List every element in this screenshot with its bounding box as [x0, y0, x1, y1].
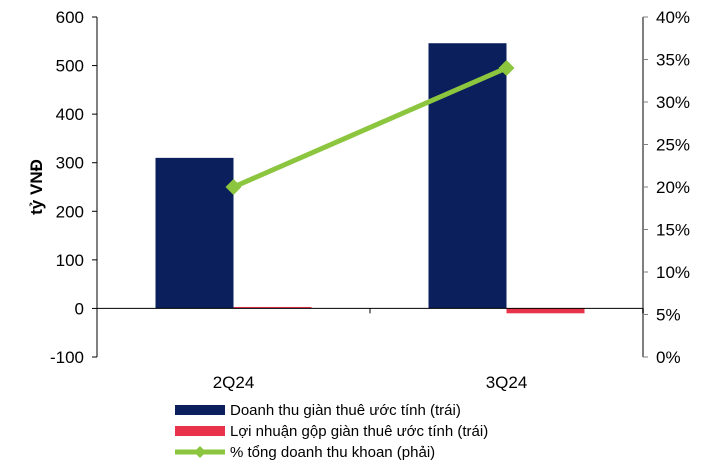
- legend-label-1: Lợi nhuận gộp giàn thuê ước tính (trái): [230, 423, 488, 440]
- y2-tick-label: 20%: [656, 178, 690, 197]
- point-2q24: [225, 179, 242, 195]
- y2-tick-label: 10%: [656, 263, 690, 282]
- axes: -100 0 100 200 300 400 500 600 0% 5% 10% 15% 20% 25% 3…: [27, 8, 690, 392]
- x-tick-label: 2Q24: [213, 373, 255, 392]
- y-tick-label: 100: [56, 251, 84, 270]
- y2-tick-label: 40%: [656, 8, 690, 27]
- y2-tick-label: 35%: [656, 51, 690, 70]
- legend-label-2: % tổng doanh thu khoan (phải): [230, 444, 435, 461]
- bar-revenue-2q24: [155, 157, 234, 309]
- y-tick-label: 200: [56, 202, 84, 221]
- y-tick-label: 500: [56, 57, 84, 76]
- y-axis-title: tỷ VNĐ: [27, 159, 46, 215]
- legend-swatch-0: [175, 405, 225, 415]
- y2-tick-label: 15%: [656, 221, 690, 240]
- bar-gross-profit-3q24: [506, 308, 585, 314]
- legend-swatch-1: [175, 426, 225, 436]
- y2-tick-label: 0%: [656, 348, 681, 367]
- legend: Doanh thu giàn thuê ước tính (trái) Lợi n…: [175, 402, 488, 461]
- x-tick-label: 3Q24: [486, 373, 528, 392]
- y-tick-label: 600: [56, 8, 84, 27]
- y-tick-label: 0: [75, 299, 84, 318]
- y-tick-label: 400: [56, 105, 84, 124]
- point-3q24: [498, 60, 515, 76]
- bar-gross-profit-2q24: [233, 306, 312, 309]
- y2-tick-label: 30%: [656, 93, 690, 112]
- line-share-of-drilling-revenue: [232, 65, 508, 190]
- y2-tick-label: 5%: [656, 306, 681, 325]
- legend-label-0: Doanh thu giàn thuê ước tính (trái): [230, 402, 461, 419]
- y-tick-label: 300: [56, 154, 84, 173]
- plot-area: [155, 43, 585, 314]
- y2-tick-label: 25%: [656, 136, 690, 155]
- legend-marker-2: [194, 446, 206, 458]
- y-tick-label: -100: [50, 348, 84, 367]
